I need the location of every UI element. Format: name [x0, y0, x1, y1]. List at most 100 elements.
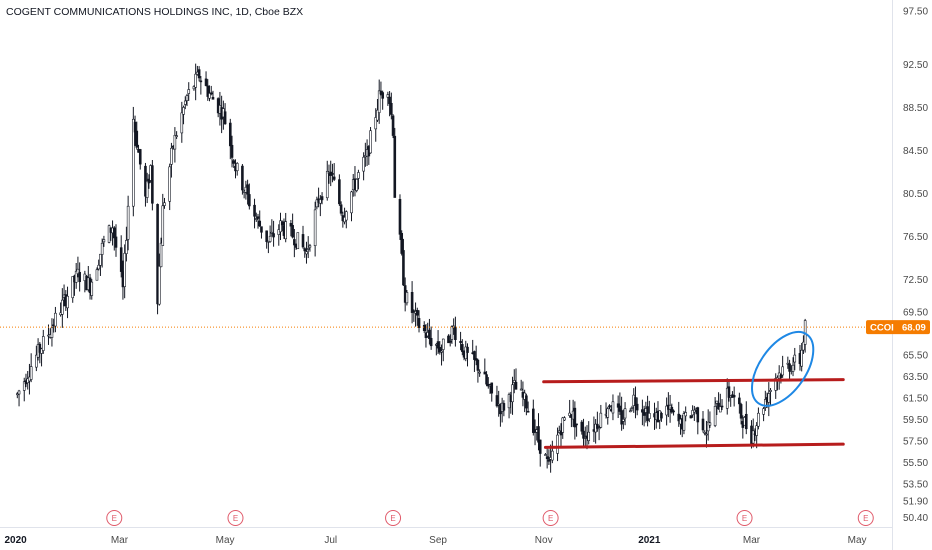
candle-body	[211, 96, 215, 100]
candle	[706, 409, 710, 441]
candle	[476, 358, 480, 383]
candle-body	[436, 341, 440, 349]
candle-body	[114, 236, 118, 248]
candle	[781, 355, 784, 378]
candle	[289, 219, 293, 237]
earnings-marker[interactable]: E	[736, 510, 753, 526]
candle	[156, 203, 159, 315]
candle	[519, 379, 523, 391]
candle-body	[125, 240, 128, 254]
candle	[61, 288, 64, 328]
candle	[684, 406, 687, 422]
earnings-marker[interactable]: E	[106, 510, 123, 526]
candle-body	[713, 406, 717, 426]
candle	[744, 401, 748, 435]
time-tick-label: Mar	[743, 535, 761, 546]
candle	[575, 423, 578, 437]
earnings-marker[interactable]: E	[857, 510, 874, 526]
candle	[17, 389, 21, 407]
earnings-marker-label: E	[390, 514, 395, 523]
candle	[701, 411, 705, 433]
candle	[390, 92, 393, 120]
candle-body	[320, 196, 324, 201]
candle-body	[732, 395, 736, 398]
candle-body	[232, 160, 236, 164]
earnings-marker-label: E	[742, 514, 747, 523]
earnings-marker-circle	[857, 510, 874, 526]
candle	[291, 213, 294, 239]
candle-body	[720, 405, 724, 408]
candle-body	[138, 149, 142, 165]
candle-body	[556, 434, 559, 454]
candle	[97, 259, 100, 271]
candle-body	[381, 92, 384, 99]
candle	[381, 90, 384, 110]
candle	[648, 400, 651, 423]
candle-body	[17, 390, 21, 395]
channel-bottom-line[interactable]	[543, 442, 845, 449]
candle	[246, 179, 249, 205]
candle-body	[620, 410, 623, 425]
candle-body	[192, 86, 196, 90]
candle	[713, 397, 717, 428]
candle	[547, 449, 551, 465]
candle	[293, 228, 296, 258]
candle	[473, 350, 476, 372]
candle	[258, 210, 262, 227]
candle-body	[132, 118, 135, 207]
candle	[561, 416, 565, 439]
candle-body	[596, 423, 599, 429]
candle-body	[751, 430, 755, 444]
candle	[182, 105, 185, 125]
candle	[339, 201, 343, 216]
candle-body	[230, 144, 234, 158]
candle	[441, 338, 445, 362]
candle-body	[97, 264, 100, 270]
candle	[580, 420, 584, 435]
price-axis[interactable]: 97.50 92.50 88.50 84.50 80.50 76.50 72.50 69.50…	[903, 6, 928, 524]
candle-body	[703, 431, 707, 434]
candle	[596, 411, 599, 432]
candle-body	[76, 268, 80, 274]
candle	[223, 103, 227, 125]
price-tag-symbol: CCOI	[870, 323, 894, 334]
candle	[232, 158, 236, 168]
candle-body	[185, 95, 189, 101]
time-axis[interactable]: 2020 Mar May Jul Sep Nov 2021 Mar May	[4, 535, 866, 546]
candle	[308, 243, 312, 252]
candle	[90, 278, 94, 300]
candle-body	[223, 111, 227, 125]
candle-body	[197, 69, 201, 79]
earnings-marker[interactable]: E	[385, 510, 402, 526]
candle-body	[635, 403, 639, 411]
candle-body	[580, 421, 584, 432]
candle-body	[301, 234, 305, 248]
candle	[597, 425, 601, 441]
candle	[376, 99, 379, 122]
candle	[757, 407, 760, 430]
price-tick-label: 69.50	[903, 307, 928, 318]
candle-body	[715, 400, 719, 404]
earnings-marker[interactable]: E	[227, 510, 244, 526]
channel-top-line[interactable]	[542, 378, 845, 384]
candle-body	[478, 371, 481, 374]
candle-body	[393, 135, 397, 198]
candle-body	[350, 191, 353, 214]
candle-body	[725, 387, 729, 409]
candle	[779, 373, 783, 384]
chart-title: COGENT COMMUNICATIONS HOLDINGS INC, 1D, …	[6, 6, 303, 18]
candle	[628, 408, 632, 413]
candle	[76, 256, 80, 278]
candle-body	[402, 250, 405, 286]
candle-body	[447, 335, 450, 344]
highlight-ellipse[interactable]	[740, 321, 826, 416]
candle	[791, 357, 795, 377]
candle	[599, 404, 603, 429]
candle	[682, 410, 686, 435]
candle	[630, 405, 634, 412]
candle-body	[377, 90, 381, 113]
candle-body	[696, 407, 700, 423]
earnings-marker[interactable]: E	[542, 510, 559, 526]
candle-body	[559, 431, 563, 436]
